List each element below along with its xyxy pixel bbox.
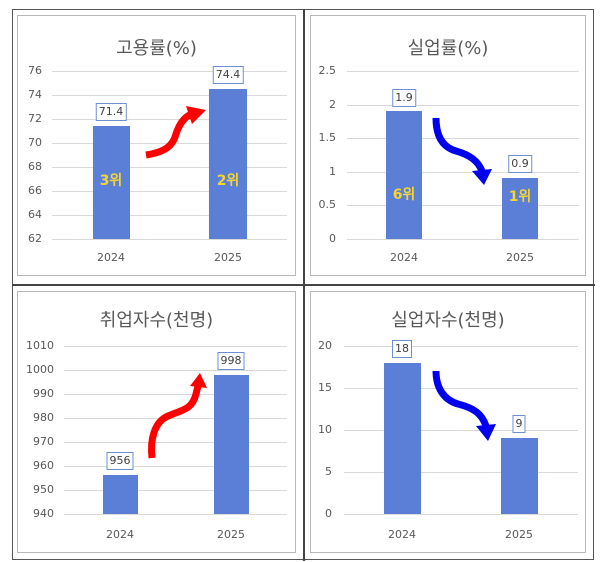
- y-tick: 0: [329, 232, 336, 245]
- y-tick: 1010: [26, 339, 54, 352]
- bar-2025: [209, 89, 247, 239]
- chart-title: 고용률(%): [116, 38, 197, 59]
- data-label: 998: [217, 352, 245, 370]
- trend-up-arrow-icon: [148, 373, 207, 459]
- bar-2024: [93, 126, 130, 239]
- y-tick: 70: [28, 136, 42, 149]
- gridline: [64, 346, 287, 347]
- gridline: [64, 442, 287, 443]
- y-tick: 1000: [26, 363, 54, 376]
- gridline: [347, 105, 579, 106]
- chart-title: 실업률(%): [407, 38, 489, 59]
- gridline: [344, 514, 578, 515]
- gridline: [52, 95, 287, 96]
- gridline: [52, 191, 287, 192]
- y-tick: 15: [318, 381, 332, 394]
- chart-title: 실업자수(천명): [391, 310, 505, 331]
- y-tick: 970: [33, 435, 54, 448]
- y-tick: 72: [28, 112, 42, 125]
- bar-2025: [214, 375, 249, 514]
- bar-2025: [502, 178, 538, 239]
- data-label: 71.4: [95, 103, 127, 121]
- rank-annotation: 6위: [392, 187, 416, 203]
- gridline: [64, 418, 287, 419]
- y-tick: 64: [28, 208, 42, 221]
- y-tick: 10: [318, 423, 332, 436]
- y-tick: 0: [325, 507, 332, 520]
- gridline: [347, 239, 579, 240]
- y-tick: 1: [329, 165, 336, 178]
- gridline: [64, 490, 287, 491]
- bar-2025: [501, 438, 538, 514]
- gridline: [64, 394, 287, 395]
- table-divider-horizontal: [12, 284, 595, 286]
- data-label: 1.9: [392, 89, 416, 107]
- chart-title: 취업자수(천명): [99, 310, 214, 331]
- y-tick: 1.5: [318, 131, 337, 144]
- x-category: 2025: [505, 528, 533, 541]
- x-category: 2025: [217, 528, 245, 541]
- x-category: 2024: [390, 251, 418, 264]
- rank-annotation: 2위: [216, 173, 240, 189]
- trend-down-arrow-icon: [432, 117, 492, 185]
- y-tick: 960: [33, 459, 54, 472]
- data-label: 956: [106, 452, 134, 470]
- unemployed-persons-chart: 실업자수(천명): [310, 291, 586, 553]
- y-tick: 2: [329, 98, 336, 111]
- data-label: 9: [512, 415, 526, 433]
- x-category: 2025: [506, 251, 534, 264]
- rank-annotation: 3위: [99, 173, 123, 189]
- trend-down-arrow-icon: [432, 370, 496, 441]
- data-label: 0.9: [508, 155, 532, 173]
- employment-rate-chart: 고용률(%): [17, 15, 296, 276]
- gridline: [52, 215, 287, 216]
- data-label: 18: [392, 340, 412, 358]
- y-tick: 68: [28, 160, 42, 173]
- x-category: 2024: [388, 528, 416, 541]
- gridline: [344, 388, 578, 389]
- gridline: [52, 119, 287, 120]
- bar-2024: [103, 475, 138, 514]
- bar-2024: [386, 111, 422, 239]
- x-category: 2024: [106, 528, 134, 541]
- data-label: 74.4: [212, 66, 244, 84]
- y-tick: 940: [33, 507, 54, 520]
- y-tick: 990: [33, 387, 54, 400]
- gridline: [347, 205, 579, 206]
- y-tick: 2.5: [318, 64, 337, 77]
- trend-up-arrow-icon: [145, 106, 206, 159]
- gridline: [64, 370, 287, 371]
- y-tick: 980: [33, 411, 54, 424]
- gridline: [347, 172, 579, 173]
- gridline: [52, 71, 287, 72]
- x-category: 2024: [97, 251, 125, 264]
- gridline: [52, 239, 287, 240]
- y-tick: 20: [318, 339, 332, 352]
- gridline: [64, 466, 287, 467]
- gridline: [64, 514, 287, 515]
- gridline: [347, 71, 579, 72]
- gridline: [52, 167, 287, 168]
- y-tick: 62: [28, 232, 42, 245]
- bar-2024: [384, 363, 421, 514]
- y-tick: 74: [28, 88, 42, 101]
- gridline: [344, 472, 578, 473]
- gridline: [344, 346, 578, 347]
- y-tick: 0.5: [318, 198, 337, 211]
- y-tick: 5: [325, 465, 332, 478]
- gridline: [344, 430, 578, 431]
- rank-annotation: 1위: [508, 189, 532, 205]
- x-category: 2025: [214, 251, 242, 264]
- gridline: [347, 138, 579, 139]
- y-tick: 66: [28, 184, 42, 197]
- y-tick: 76: [28, 64, 42, 77]
- y-tick: 950: [33, 483, 54, 496]
